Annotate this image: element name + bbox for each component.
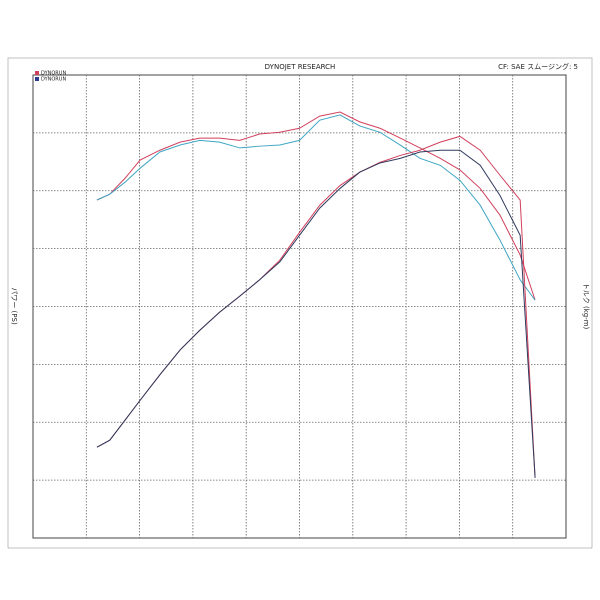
series-line xyxy=(96,114,536,301)
series-line xyxy=(96,149,536,478)
legend-swatch xyxy=(35,77,39,81)
series-line xyxy=(96,135,536,478)
series-line xyxy=(96,111,536,301)
legend-label: DYNORUN xyxy=(41,71,66,77)
frame xyxy=(7,57,593,549)
y2-axis-label: トルク (kg-m) xyxy=(582,283,590,330)
chart-title: DYNOJET RESEARCH xyxy=(265,63,336,71)
legend-swatch xyxy=(35,71,39,75)
legend-label: DYNORUN xyxy=(41,77,66,83)
y-axis-label: パワー (PS) xyxy=(10,287,18,325)
chart-subtitle: CF: SAE スムージング: 5 xyxy=(498,62,578,71)
